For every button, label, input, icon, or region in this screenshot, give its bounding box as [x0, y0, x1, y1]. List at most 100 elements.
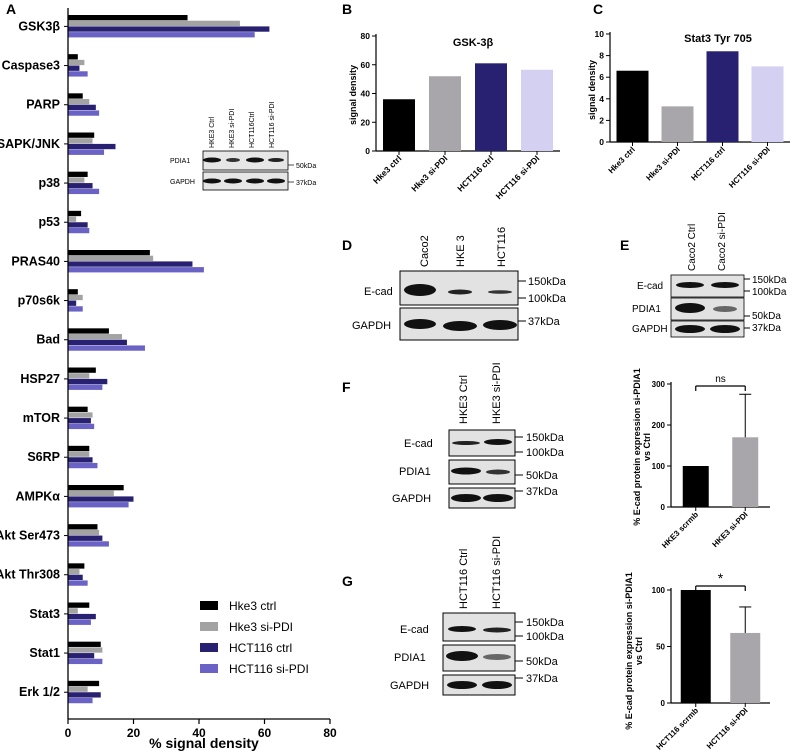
panel-label-c: C — [593, 1, 603, 17]
chartG-bar-0 — [680, 590, 711, 703]
chartF-bar-0 — [682, 466, 709, 507]
chartC-bar-2 — [706, 51, 739, 142]
blot-e-row-gapdh: GAPDH — [632, 324, 668, 335]
blot-g-marker-37: 37kDa — [526, 673, 559, 685]
bar-a-16-3 — [68, 658, 103, 665]
category-label-a-15: Stat3 — [29, 607, 60, 621]
blot-e-lane-2: Caco2 si-PDI — [717, 212, 728, 271]
blot-e-lane-1: Caco2 Ctrl — [687, 224, 698, 271]
chartG-x-label-0: HCT116 scrmb — [654, 706, 700, 752]
chartB-y-tick-label-2: 40 — [361, 89, 371, 99]
bar-a-1-0 — [68, 54, 78, 60]
bar-a-4-1 — [68, 177, 85, 183]
chartB-bar-2 — [475, 63, 507, 151]
bar-a-10-1 — [68, 412, 93, 418]
chartF-bar-1 — [732, 437, 759, 507]
bar-a-17-2 — [68, 692, 101, 698]
chartC-bar-3 — [751, 66, 784, 142]
bar-a-1-2 — [68, 65, 80, 71]
bar-a-17-1 — [68, 686, 88, 692]
x-tick-label-a-1: 20 — [127, 726, 141, 740]
inset-marker-50: 50kDa — [296, 163, 316, 170]
bar-a-5-0 — [68, 210, 82, 217]
chartF-x-label-1: HKE3 si-PDI — [711, 510, 750, 549]
chartF-x-label-0: HKE3 scrmb — [660, 510, 700, 550]
category-label-a-2: PARP — [26, 98, 60, 112]
bar-a-16-2 — [68, 653, 95, 659]
blot-d-marker-37: 37kDa — [528, 316, 561, 328]
bar-a-0-1 — [68, 20, 240, 26]
bar-a-13-0 — [68, 524, 98, 530]
category-label-a-11: S6RP — [27, 450, 60, 464]
legend-swatch-hct116-ctrl — [200, 643, 218, 652]
chartB-x-label-0: Hke3 ctrl — [371, 153, 403, 185]
bar-a-17-0 — [68, 680, 100, 687]
bar-a-7-0 — [68, 289, 78, 295]
bar-a-8-1 — [68, 334, 123, 340]
bar-a-8-0 — [68, 328, 109, 334]
bar-a-13-3 — [68, 541, 109, 547]
blot-g-lane-1: HCT116 Ctrl — [458, 549, 470, 609]
bar-a-14-3 — [68, 580, 88, 586]
bar-a-12-3 — [68, 502, 129, 508]
blot-d-row-gapdh: GAPDH — [352, 320, 391, 332]
chart-a-horizontal-bars: GSK3β Caspase3 PARP SAPK/JNK p38 p53 PRAS40 p70… — [0, 8, 337, 751]
blot-e-row-ecad: E-cad — [637, 281, 663, 292]
chartB-bar-3 — [521, 69, 553, 151]
bar-a-3-0 — [68, 132, 95, 138]
legend-label-hct116-sipdi: HCT116 si-PDI — [229, 662, 309, 676]
bar-a-6-1 — [68, 255, 154, 261]
bar-a-13-1 — [68, 529, 100, 536]
blot-e: Caco2 Ctrl Caco2 si-PDI E-cad PDIA1 GAPD… — [632, 212, 787, 338]
blot-d-marker-100: 100kDa — [528, 293, 567, 305]
chartC-y-axis-title: signal density — [587, 60, 597, 120]
blot-g-marker-50: 50kDa — [526, 656, 559, 668]
chartF-y-tick-label-2: 200 — [652, 421, 666, 430]
inset-row-gapdh: GAPDH — [170, 179, 195, 186]
blot-f: HKE3 Ctrl HKE3 si-PDI E-cad PDIA1 GAPDH … — [392, 362, 565, 509]
blot-g-row-ecad: E-cad — [400, 624, 429, 636]
bar-a-2-2 — [68, 104, 96, 111]
chartG-y-axis-title: % E-cad protein expression si-PDIA1vs Ct… — [624, 572, 644, 730]
inset-lane-1: HKE3 Ctrl — [209, 116, 216, 148]
bar-a-0-3 — [68, 32, 255, 38]
blot-g-row-pdia1: PDIA1 — [394, 652, 426, 664]
category-label-a-17: Erk 1/2 — [19, 685, 60, 699]
chart-b-gsk3b: 0 20 40 60 80 Hke3 ctrl Hke3 si-PDI HCT116 ctrl… — [348, 31, 560, 201]
blot-f-marker-37: 37kDa — [526, 486, 559, 498]
panel-label-f: F — [342, 379, 351, 395]
bar-a-6-2 — [68, 261, 193, 267]
inset-row-pdia1: PDIA1 — [170, 158, 190, 165]
bar-a-14-0 — [68, 563, 85, 569]
inset-blot-a: HKE3 Ctrl HKE3 si-PDI HCT116Ctrl HCT116 … — [170, 101, 316, 191]
bar-a-1-3 — [68, 71, 88, 77]
chartC-bar-1 — [661, 106, 694, 142]
panel-label-d: D — [342, 237, 352, 253]
bar-a-5-3 — [68, 227, 90, 234]
bar-a-10-0 — [68, 406, 88, 412]
bar-a-17-3 — [68, 697, 93, 704]
bar-a-7-3 — [68, 306, 83, 312]
legend-label-hke3-ctrl: Hke3 ctrl — [229, 599, 276, 613]
chartF-y-tick-label-1: 100 — [652, 462, 666, 471]
chart-c-stat3: 0 2 4 6 8 10 Hke3 ctrl Hke3 si-PDI HCT116 ctrl HC… — [587, 29, 790, 190]
bar-a-15-2 — [68, 613, 96, 620]
x-tick-label-a-2: 40 — [192, 726, 206, 740]
blot-d-marker-150: 150kDa — [528, 276, 567, 288]
bar-a-3-2 — [68, 143, 116, 150]
inset-lane-4: HCT116 si-PDI — [269, 101, 276, 148]
chartG-y-tick-label-2: 100 — [652, 586, 666, 595]
bar-a-11-3 — [68, 462, 98, 469]
chartB-y-tick-label-0: 0 — [365, 146, 370, 156]
bar-a-15-0 — [68, 602, 90, 608]
category-label-a-4: p38 — [38, 176, 60, 190]
bar-a-7-1 — [68, 294, 83, 301]
blot-e-marker-37: 37kDa — [752, 323, 781, 334]
chartF-sig-label: ns — [715, 374, 726, 385]
chartC-x-label-2: HCT116 ctrl — [689, 145, 726, 182]
chart-f-ecad-hke3: 0 100 200 300 HKE3 scrmb HKE3 si-PDI % E-cad p… — [632, 368, 770, 550]
x-tick-label-a-3: 60 — [258, 726, 272, 740]
blot-g-row-gapdh: GAPDH — [390, 680, 429, 692]
bar-a-8-2 — [68, 339, 127, 346]
blot-d-row-ecad: E-cad — [364, 286, 393, 298]
